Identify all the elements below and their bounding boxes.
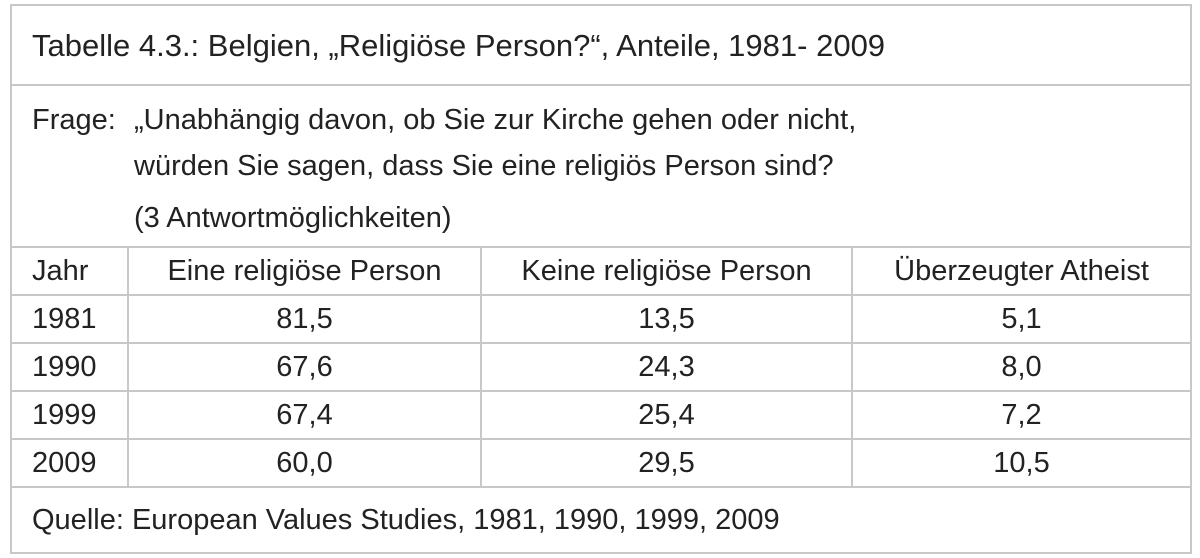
year-cell: 1990 <box>10 342 129 392</box>
religious-value-cell: 67,4 <box>127 390 482 440</box>
year-cell: 2009 <box>10 438 129 488</box>
not-religious-value-cell: 29,5 <box>480 438 853 488</box>
year-cell: 1981 <box>10 294 129 344</box>
religious-value-cell: 60,0 <box>127 438 482 488</box>
question-block: Frage: „Unabhängig davon, ob Sie zur Kirc… <box>12 86 1190 244</box>
question-label: Frage: <box>32 104 116 136</box>
question-text-3: (3 Antwortmöglichkeiten) <box>134 202 452 234</box>
title-row: Tabelle 4.3.: Belgien, „Religiöse Person… <box>9 4 1193 86</box>
atheist-value-cell: 7,2 <box>850 390 1193 440</box>
not-religious-value-cell: 13,5 <box>480 294 853 344</box>
question-text-1: „Unabhängig davon, ob Sie zur Kirche geh… <box>134 104 857 136</box>
header-row: Jahr Eine religiöse Person Keine religiö… <box>10 246 1193 296</box>
year-cell: 1999 <box>10 390 129 440</box>
column-header-year: Jahr <box>10 246 129 296</box>
question-cell: Frage: „Unabhängig davon, ob Sie zur Kirc… <box>9 84 1193 248</box>
table-title: Tabelle 4.3.: Belgien, „Religiöse Person… <box>9 4 1193 86</box>
not-religious-value-cell: 24,3 <box>480 342 853 392</box>
religious-value-cell: 81,5 <box>127 294 482 344</box>
not-religious-value-cell: 25,4 <box>480 390 853 440</box>
atheist-value-cell: 8,0 <box>850 342 1193 392</box>
religion-table: Tabelle 4.3.: Belgien, „Religiöse Person… <box>9 4 1193 554</box>
question-text-2: würden Sie sagen, dass Sie eine religiös… <box>134 150 834 182</box>
question-line-1: Frage: „Unabhängig davon, ob Sie zur Kirc… <box>32 100 1190 146</box>
column-header-religious: Eine religiöse Person <box>127 246 482 296</box>
source-note: Quelle: European Values Studies, 1981, 1… <box>9 486 1193 554</box>
table-row: 1981 81,5 13,5 5,1 <box>10 294 1193 344</box>
source-row: Quelle: European Values Studies, 1981, 1… <box>9 486 1193 554</box>
question-row: Frage: „Unabhängig davon, ob Sie zur Kirc… <box>9 84 1193 248</box>
religious-value-cell: 67,6 <box>127 342 482 392</box>
table-row: 1990 67,6 24,3 8,0 <box>10 342 1193 392</box>
atheist-value-cell: 5,1 <box>850 294 1193 344</box>
table-row: 2009 60,0 29,5 10,5 <box>10 438 1193 488</box>
column-header-not-religious: Keine religiöse Person <box>480 246 853 296</box>
atheist-value-cell: 10,5 <box>850 438 1193 488</box>
table-row: 1999 67,4 25,4 7,2 <box>10 390 1193 440</box>
column-header-atheist: Überzeugter Atheist <box>850 246 1193 296</box>
